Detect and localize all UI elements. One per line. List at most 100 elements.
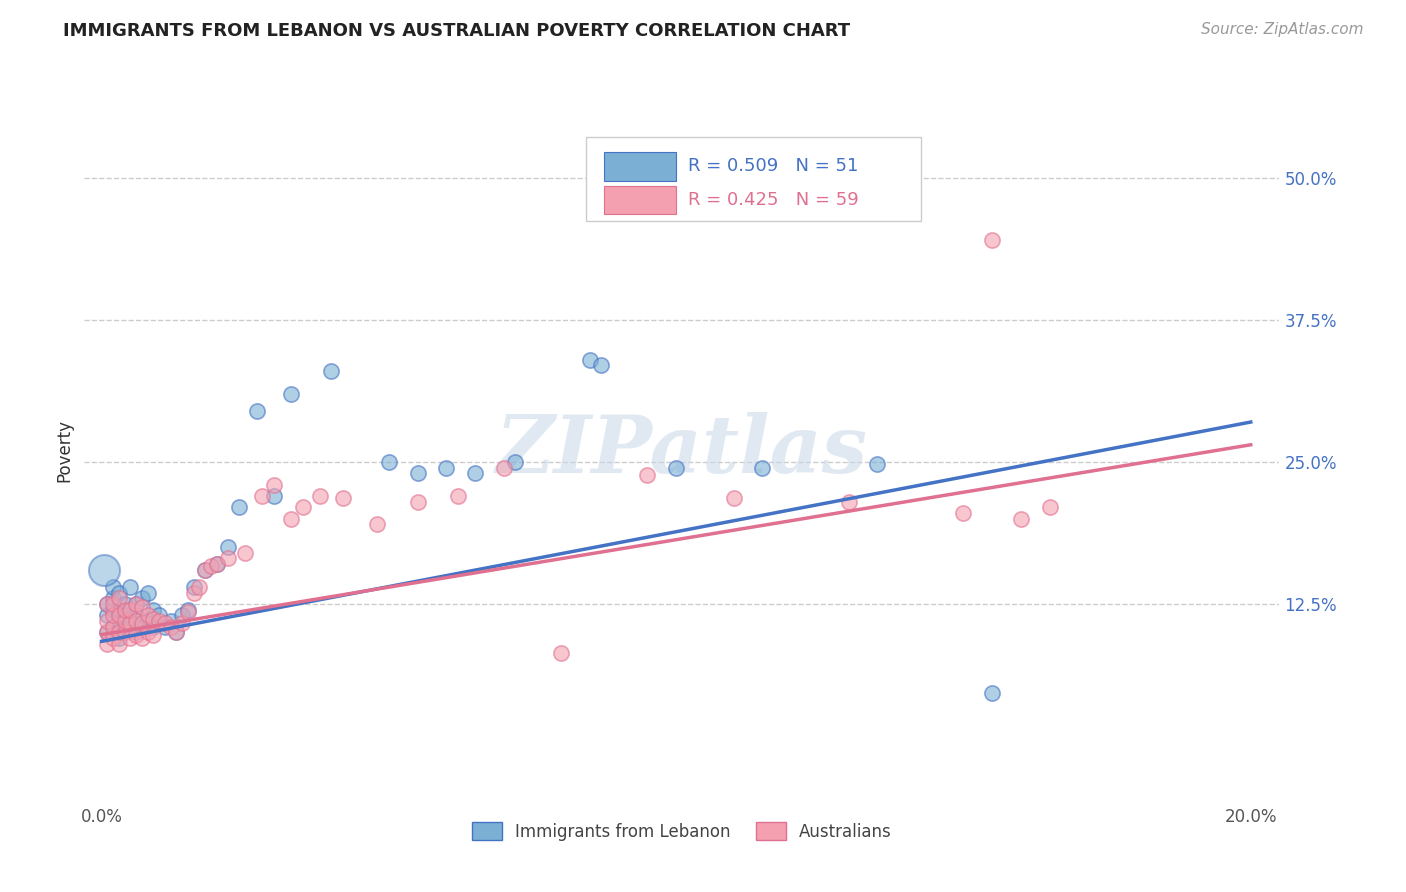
FancyBboxPatch shape — [586, 136, 921, 221]
Point — [205, 557, 228, 571]
Point — [280, 386, 302, 401]
Text: Source: ZipAtlas.com: Source: ZipAtlas.com — [1201, 22, 1364, 37]
Point — [591, 358, 613, 372]
Point — [108, 608, 131, 623]
Point — [200, 559, 222, 574]
Point — [170, 616, 193, 631]
Point — [550, 646, 572, 660]
Point — [131, 616, 153, 631]
Legend: Immigrants from Lebanon, Australians: Immigrants from Lebanon, Australians — [465, 816, 898, 847]
Point — [101, 580, 124, 594]
Point — [101, 631, 124, 645]
Point — [205, 557, 228, 571]
Point — [93, 563, 115, 577]
Point — [159, 614, 181, 628]
Point — [125, 614, 148, 628]
Point — [981, 685, 1004, 699]
Point — [136, 614, 159, 628]
Point — [228, 500, 250, 515]
Point — [96, 625, 118, 640]
Point — [120, 602, 142, 616]
Point — [136, 585, 159, 599]
Point — [131, 600, 153, 615]
Point — [188, 580, 211, 594]
Point — [96, 597, 118, 611]
Point — [101, 591, 124, 606]
Point — [131, 591, 153, 606]
Point — [217, 540, 239, 554]
Point — [142, 602, 165, 616]
Point — [170, 608, 193, 623]
Point — [177, 602, 200, 616]
Point — [96, 614, 118, 628]
Point — [233, 546, 256, 560]
Point — [125, 597, 148, 611]
Point — [114, 625, 136, 640]
Point — [263, 489, 285, 503]
Point — [120, 631, 142, 645]
Point — [183, 585, 205, 599]
Point — [101, 597, 124, 611]
Point — [142, 627, 165, 641]
Point — [108, 585, 131, 599]
Point — [101, 602, 124, 616]
Point — [378, 455, 401, 469]
Point — [108, 602, 131, 616]
Point — [96, 597, 118, 611]
Point — [114, 619, 136, 633]
Point — [114, 602, 136, 616]
Point — [96, 608, 118, 623]
Point — [125, 627, 148, 641]
Point — [406, 494, 429, 508]
Point — [96, 637, 118, 651]
Point — [464, 466, 486, 480]
Point — [114, 608, 136, 623]
Point — [217, 551, 239, 566]
Point — [1039, 500, 1062, 515]
Point — [125, 608, 148, 623]
Point — [366, 517, 388, 532]
Point — [1010, 511, 1032, 525]
Point — [165, 625, 187, 640]
Point — [194, 563, 217, 577]
Text: R = 0.509   N = 51: R = 0.509 N = 51 — [688, 158, 858, 176]
Point — [280, 511, 302, 525]
Point — [101, 619, 124, 633]
Point — [148, 608, 170, 623]
Point — [838, 494, 860, 508]
Point — [108, 625, 131, 640]
Point — [148, 614, 170, 628]
Point — [194, 563, 217, 577]
Point — [131, 619, 153, 633]
Point — [447, 489, 470, 503]
Point — [101, 608, 124, 623]
Point — [252, 489, 274, 503]
Point — [120, 616, 142, 631]
Point — [153, 619, 176, 633]
Point — [159, 619, 181, 633]
Point — [183, 580, 205, 594]
Point — [125, 597, 148, 611]
Point — [291, 500, 314, 515]
Point — [952, 506, 974, 520]
Point — [101, 619, 124, 633]
Point — [332, 491, 354, 506]
Point — [503, 455, 526, 469]
Point — [136, 625, 159, 640]
Point — [120, 614, 142, 628]
Point — [406, 466, 429, 480]
Point — [136, 608, 159, 623]
Point — [723, 491, 745, 506]
Point — [108, 614, 131, 628]
Point — [114, 614, 136, 628]
Text: IMMIGRANTS FROM LEBANON VS AUSTRALIAN POVERTY CORRELATION CHART: IMMIGRANTS FROM LEBANON VS AUSTRALIAN PO… — [63, 22, 851, 40]
Point — [177, 605, 200, 619]
Point — [108, 637, 131, 651]
Point — [492, 460, 515, 475]
Point — [434, 460, 457, 475]
Point — [114, 597, 136, 611]
Point — [246, 403, 269, 417]
Point — [263, 477, 285, 491]
Point — [96, 625, 118, 640]
Point — [866, 457, 889, 471]
